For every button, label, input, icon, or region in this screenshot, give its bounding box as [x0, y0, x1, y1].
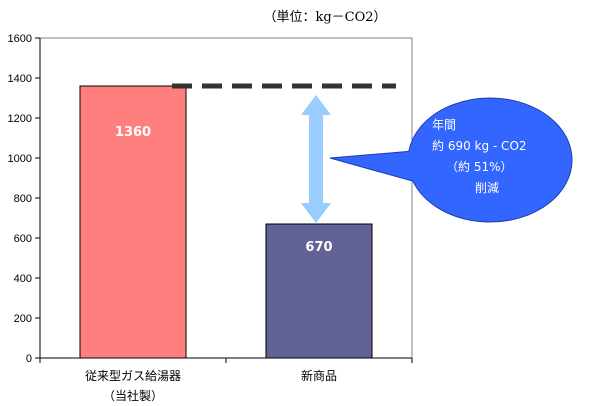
bar-1 — [79, 85, 187, 359]
callout-line-1: 年間 — [432, 118, 456, 132]
reduction-callout: 年間 約 690 kg - CO2 （約 51%） 削減 — [329, 97, 573, 223]
x-tick-label-sub: （当社製） — [103, 388, 163, 403]
bar-value-label: 1360 — [115, 125, 151, 140]
plot-area: 0 200 400 600 800 1000 1200 1400 1600 従来型ガス給湯器 （当… — [8, 33, 413, 403]
x-tick-label: 従来型ガス給湯器 — [85, 369, 181, 383]
y-tick-label: 1200 — [8, 113, 32, 125]
unit-label: （単位：kg－CO2） — [263, 9, 386, 25]
overlay — [172, 83, 396, 223]
x-tick-label: 新商品 — [301, 368, 337, 383]
y-tick-label: 0 — [26, 353, 32, 365]
callout-line-4: 削減 — [475, 180, 499, 195]
callout-line-2: 約 690 kg - CO2 — [432, 138, 527, 153]
callout-bubble — [329, 97, 573, 223]
bars: 1360 670 — [79, 85, 373, 359]
bar-2 — [265, 223, 373, 359]
callout-line-3: （約 51%） — [446, 159, 513, 174]
y-tick-label: 1000 — [8, 153, 32, 165]
y-tick-label: 1600 — [8, 33, 32, 45]
y-tick-label: 400 — [14, 273, 32, 285]
y-tick-label: 800 — [14, 193, 32, 205]
x-axis: 従来型ガス給湯器 （当社製） 新商品 — [39, 357, 413, 403]
bar-value-label: 670 — [305, 240, 332, 255]
y-axis: 0 200 400 600 800 1000 1200 1400 1600 — [8, 33, 41, 365]
y-tick-label: 600 — [14, 233, 32, 245]
y-tick-label: 200 — [14, 313, 32, 325]
reduction-arrow — [301, 95, 331, 223]
y-tick-label: 1400 — [8, 73, 32, 85]
